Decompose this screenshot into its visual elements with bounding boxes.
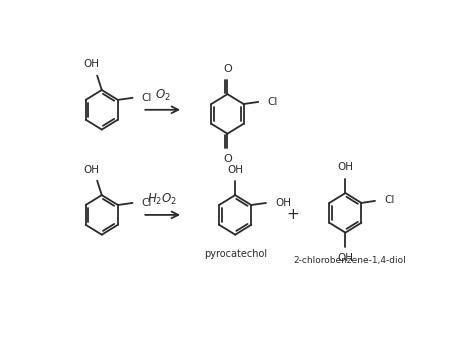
Text: OH: OH [275, 198, 291, 208]
Text: O: O [223, 63, 232, 73]
Text: OH: OH [227, 165, 243, 174]
Text: OH: OH [83, 165, 99, 174]
Text: OH: OH [337, 163, 354, 173]
Text: 2-chlorobenzene-1,4-diol: 2-chlorobenzene-1,4-diol [293, 256, 406, 265]
Text: +: + [287, 207, 300, 222]
Text: $O_2$: $O_2$ [155, 88, 170, 103]
Text: OH: OH [83, 60, 99, 69]
Text: Cl: Cl [384, 196, 395, 205]
Text: Cl: Cl [142, 93, 152, 103]
Text: OH: OH [337, 253, 354, 263]
Text: Cl: Cl [267, 97, 278, 107]
Text: pyrocatechol: pyrocatechol [204, 249, 267, 259]
Text: Cl: Cl [142, 198, 152, 208]
Text: $H_2O_2$: $H_2O_2$ [147, 192, 178, 207]
Text: O: O [223, 154, 232, 164]
